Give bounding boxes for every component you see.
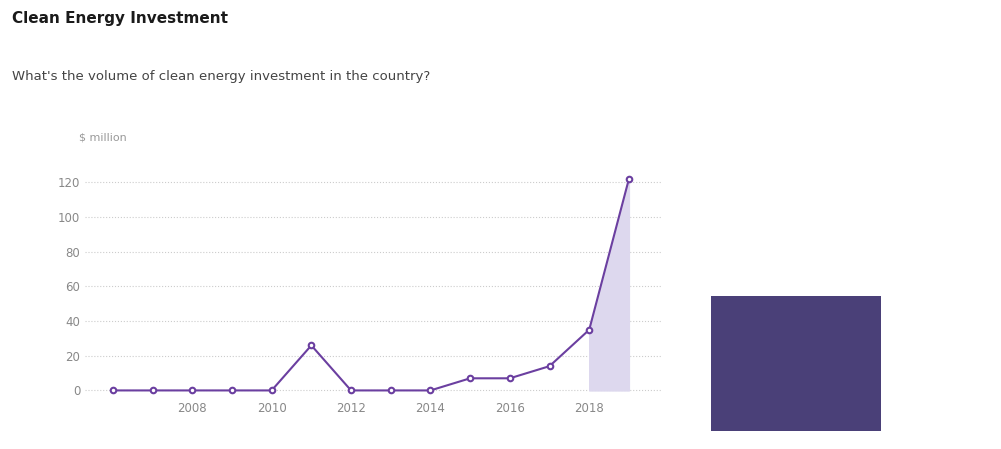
Text: Disclosed share of foreign
investment in the clean energy
sector.: Disclosed share of foreign investment in… xyxy=(717,90,927,141)
Bar xyxy=(711,296,881,431)
Text: Foreign investment: Foreign investment xyxy=(717,36,879,51)
Text: $ million: $ million xyxy=(79,133,127,143)
Text: 76.41%: 76.41% xyxy=(717,211,856,244)
Text: What's the volume of clean energy investment in the country?: What's the volume of clean energy invest… xyxy=(12,70,430,83)
Text: Clean Energy Investment: Clean Energy Investment xyxy=(12,11,228,26)
